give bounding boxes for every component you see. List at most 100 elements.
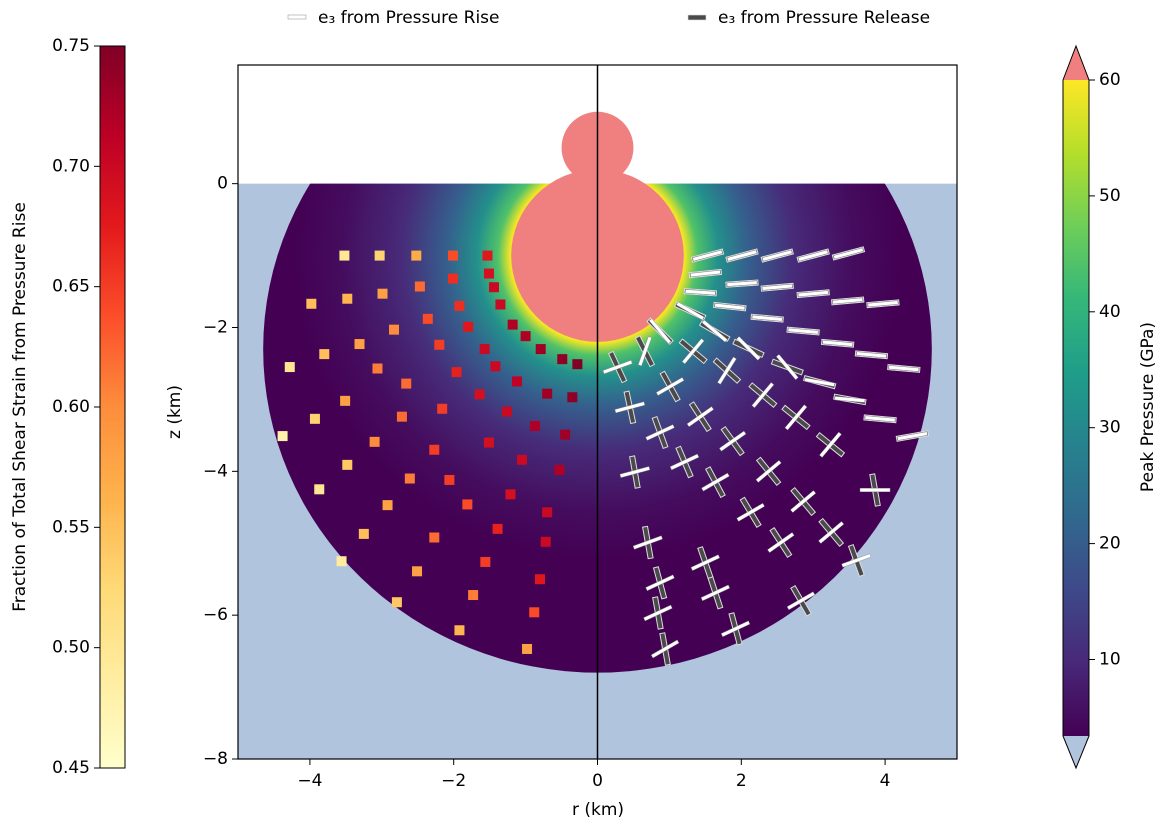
- rise-axis: [637, 336, 652, 367]
- shear-point: [451, 367, 462, 378]
- shear-point: [429, 532, 440, 543]
- rise-axis: [614, 401, 646, 414]
- shear-point: [447, 273, 458, 284]
- rise-axis: [751, 314, 783, 322]
- shear-point: [517, 454, 528, 465]
- colorbar-outline: [1062, 44, 1090, 770]
- x-tick-label: −2: [441, 771, 466, 791]
- rise-axis: [804, 377, 835, 387]
- colorbar-tick-label: 0.55: [52, 517, 90, 537]
- shear-point: [369, 436, 380, 447]
- x-tick-label: 4: [880, 771, 891, 791]
- rise-axis: [762, 249, 793, 262]
- shear-point: [554, 464, 565, 475]
- rise-axis: [755, 460, 782, 483]
- rise-axis: [736, 336, 761, 361]
- rise-axis: [655, 377, 685, 396]
- colorbar-tick-label: 40: [1099, 302, 1121, 322]
- colorbar-tick-label: 0.75: [52, 36, 90, 56]
- rise-axis: [776, 354, 799, 380]
- x-tick-label: 0: [592, 771, 603, 791]
- shear-point: [339, 250, 350, 261]
- shear-point: [429, 444, 440, 455]
- rise-axis: [676, 301, 705, 321]
- shear-point: [374, 250, 385, 261]
- shear-point: [404, 473, 415, 484]
- shear-point: [490, 361, 501, 372]
- rise-axis: [701, 472, 730, 492]
- shear-point: [483, 437, 494, 448]
- rise-axis: [841, 553, 872, 568]
- rise-axis: [669, 453, 700, 471]
- rise-axis: [720, 620, 751, 638]
- shear-point: [505, 489, 516, 500]
- rise-axis: [818, 521, 845, 544]
- y-tick-label: −4: [203, 461, 228, 481]
- shear-point: [492, 523, 503, 534]
- shear-point: [529, 607, 540, 618]
- colorbar-tick-label: 0.50: [52, 638, 90, 658]
- shear-point: [391, 597, 402, 608]
- y-tick-label: −6: [203, 605, 228, 625]
- legend-marker: [687, 14, 707, 21]
- shear-point: [560, 429, 571, 440]
- shear-point: [534, 574, 545, 585]
- shear-point: [342, 459, 353, 470]
- rise-axis: [819, 431, 842, 458]
- shear-point: [479, 344, 490, 355]
- rise-axis: [726, 249, 758, 262]
- rise-axis: [602, 360, 633, 375]
- shear-point: [507, 319, 518, 330]
- y-tick-label: −8: [203, 749, 228, 769]
- colorbar-tick-label: 0.45: [52, 758, 90, 778]
- rise-axis: [690, 554, 720, 571]
- y-axis-label: z (km): [165, 385, 185, 439]
- shear-point: [454, 300, 465, 311]
- shear-point: [483, 268, 494, 279]
- colorbar-tick-label: 0.70: [52, 156, 90, 176]
- shear-point: [462, 499, 473, 510]
- colorbar-tick-label: 30: [1099, 418, 1121, 438]
- shear-point: [396, 411, 407, 422]
- y-tick-label: −2: [203, 317, 228, 337]
- shear-point: [557, 354, 568, 365]
- rise-axis: [761, 283, 793, 291]
- shear-point: [535, 344, 546, 355]
- colorbar-tick-label: 0.60: [52, 397, 90, 417]
- shear-point: [444, 474, 455, 485]
- colorbar-tick-label: 20: [1099, 534, 1121, 554]
- rise-axis: [834, 396, 866, 403]
- rise-axis: [643, 604, 673, 622]
- rise-axis: [700, 584, 731, 602]
- colorbar-label: Peak Pressure (GPa): [1138, 322, 1158, 492]
- colorbar-tick-label: 10: [1099, 650, 1121, 670]
- rise-axis: [798, 249, 829, 262]
- colorbar-extend-over: [1063, 46, 1089, 80]
- x-tick-label: −4: [297, 771, 322, 791]
- colorbar: [1063, 80, 1089, 736]
- x-tick-label: 2: [736, 771, 747, 791]
- colorbar-label: Fraction of Total Shear Strain from Pres…: [10, 202, 30, 612]
- shear-point: [340, 395, 351, 406]
- shear-point: [520, 331, 531, 342]
- shear-point: [377, 288, 388, 299]
- shear-point: [529, 421, 540, 432]
- colorbar-tick-label: 60: [1099, 70, 1121, 90]
- rise-axis: [867, 300, 899, 308]
- colorbar: [99, 45, 126, 769]
- rise-axis: [632, 535, 663, 550]
- shear-point: [412, 566, 423, 577]
- rise-axis: [864, 415, 896, 423]
- shear-point: [372, 363, 383, 374]
- colorbar-extend-under: [1063, 736, 1089, 768]
- rise-axis: [822, 340, 853, 347]
- rise-axis: [726, 280, 758, 287]
- shear-point: [567, 392, 578, 403]
- shear-point: [422, 313, 433, 324]
- colorbar-tick-label: 0.65: [52, 277, 90, 297]
- rise-axis: [859, 488, 891, 492]
- x-axis-label: r (km): [572, 800, 624, 820]
- shear-point: [306, 298, 317, 309]
- shear-point: [501, 406, 512, 417]
